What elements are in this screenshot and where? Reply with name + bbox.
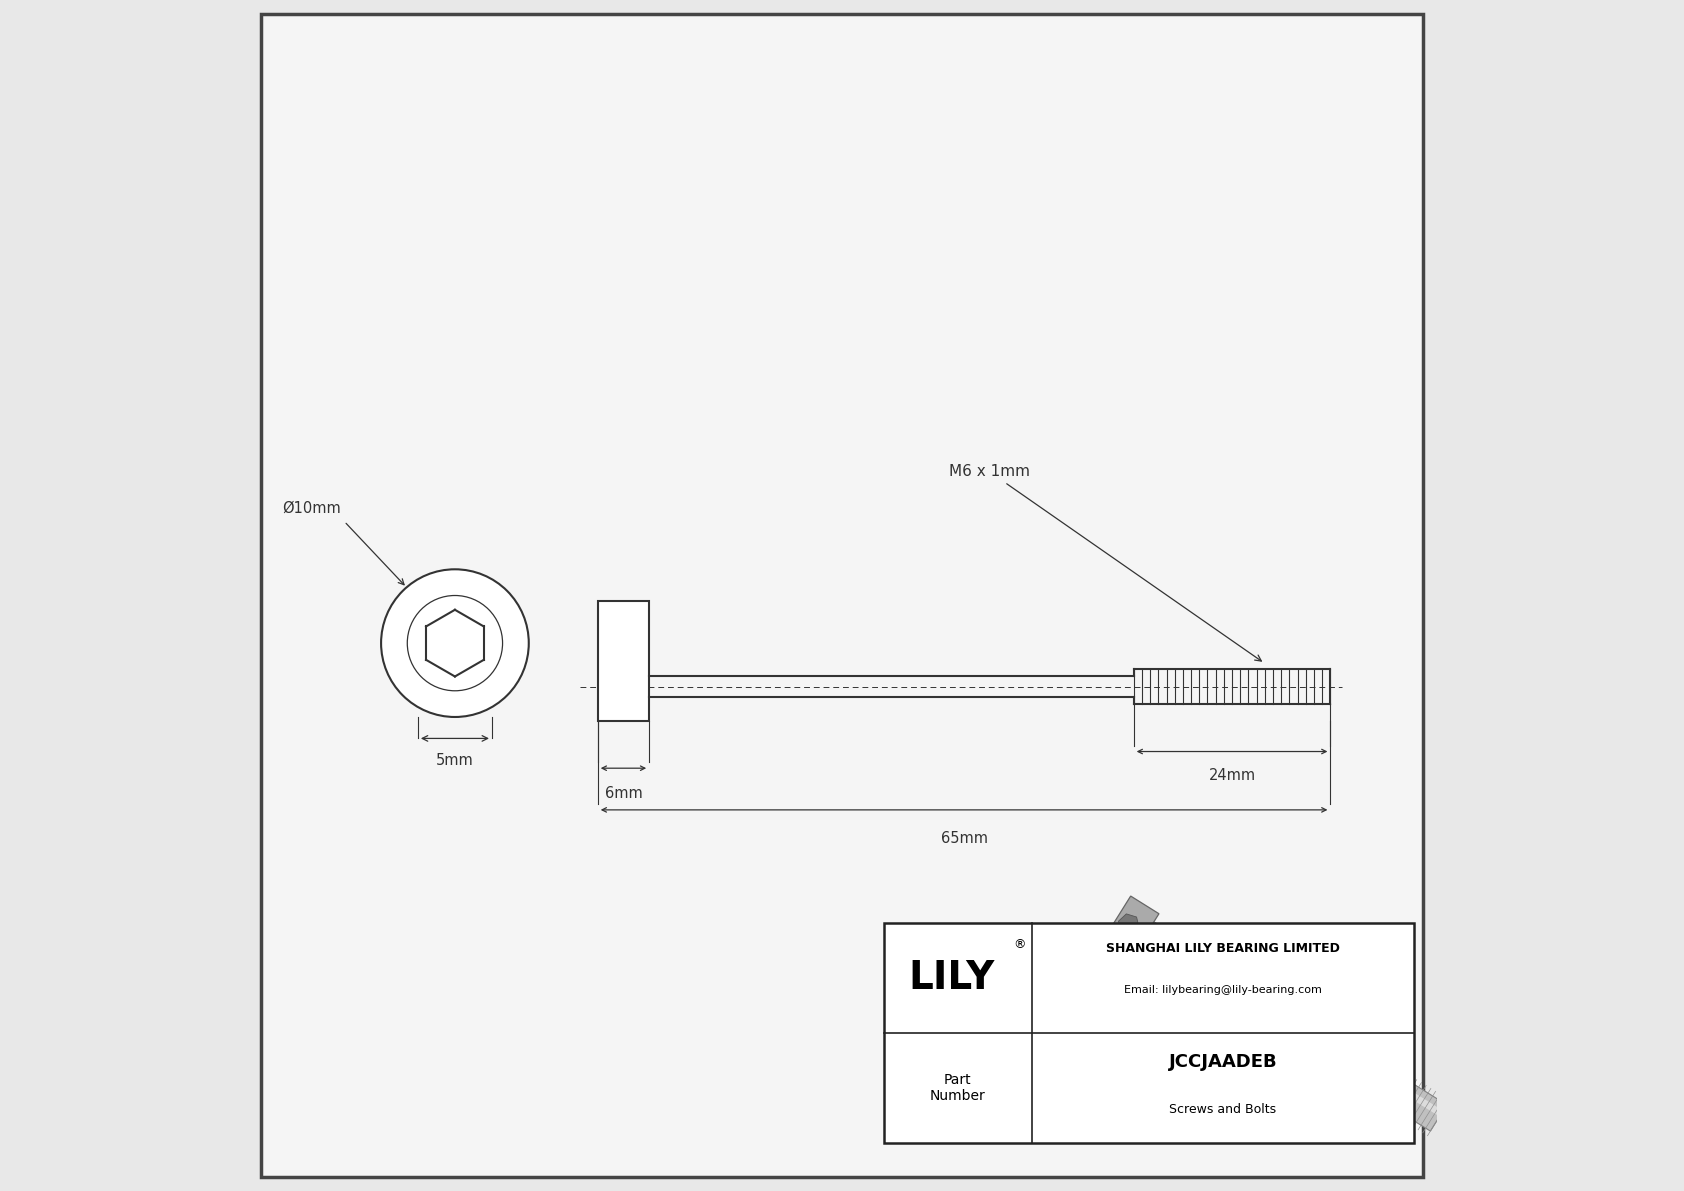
Text: 24mm: 24mm (1209, 768, 1256, 784)
Polygon shape (1147, 928, 1443, 1116)
Text: SHANGHAI LILY BEARING LIMITED: SHANGHAI LILY BEARING LIMITED (1106, 942, 1340, 955)
Text: JCCJAADEB: JCCJAADEB (1169, 1053, 1276, 1071)
Text: Part
Number: Part Number (930, 1073, 985, 1103)
Text: 65mm: 65mm (941, 831, 987, 847)
Circle shape (381, 569, 529, 717)
Polygon shape (1105, 896, 1159, 956)
Text: Ø10mm: Ø10mm (281, 501, 340, 516)
Text: Email: lilybearing@lily-bearing.com: Email: lilybearing@lily-bearing.com (1123, 985, 1322, 994)
Polygon shape (1137, 922, 1447, 1131)
Text: LILY: LILY (909, 959, 995, 997)
Text: M6 x 1mm: M6 x 1mm (950, 464, 1261, 661)
Text: Screws and Bolts: Screws and Bolts (1169, 1103, 1276, 1116)
Text: ®: ® (1014, 939, 1026, 952)
Polygon shape (1118, 913, 1138, 935)
Text: 6mm: 6mm (605, 786, 642, 802)
Text: 5mm: 5mm (436, 753, 473, 768)
Bar (884, 923, 1413, 1143)
Bar (598, 601, 648, 721)
